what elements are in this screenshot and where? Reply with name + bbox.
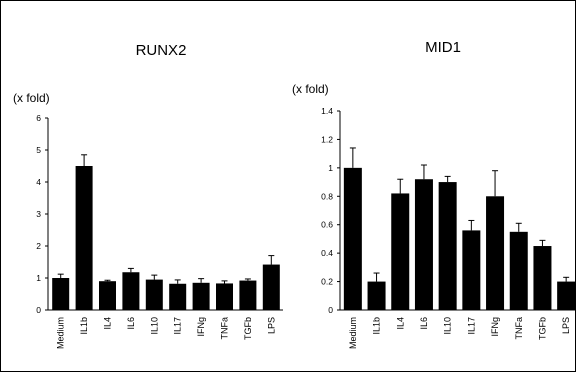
x-tick-label: Medium — [56, 317, 66, 349]
y-tick-label: 0.6 — [321, 220, 333, 230]
y-unit-label: (x fold) — [292, 82, 329, 96]
bar-il4 — [391, 193, 410, 310]
bar-medium — [343, 167, 362, 310]
x-tick-label: IL17 — [173, 317, 183, 335]
x-tick-label: LPS — [561, 317, 571, 334]
y-tick-label: 6 — [36, 113, 41, 123]
x-tick-label: TGFb — [243, 317, 253, 340]
y-tick-label: 0.8 — [321, 191, 333, 201]
bar-lps — [557, 281, 576, 310]
x-tick-label: Medium — [348, 317, 358, 349]
bar-ifng — [486, 196, 505, 310]
bar-ifng — [192, 282, 210, 310]
y-tick-label: 5 — [36, 145, 41, 155]
x-tick-label: IL4 — [103, 317, 113, 330]
y-tick-label: 0 — [328, 305, 333, 315]
x-tick-label: TNFa — [220, 317, 230, 340]
bar-il10 — [438, 182, 457, 310]
y-tick-label: 0 — [36, 305, 41, 315]
bar-il1b — [75, 166, 93, 310]
x-tick-label: IL1b — [372, 317, 382, 335]
y-tick-label: 1.2 — [321, 134, 333, 144]
chart-title: RUNX2 — [136, 42, 187, 59]
bar-il4 — [99, 281, 116, 310]
x-tick-label: IFNg — [490, 317, 500, 337]
y-tick-label: 0.2 — [321, 277, 333, 287]
x-tick-label: TGFb — [537, 317, 547, 340]
y-unit-label: (x fold) — [13, 91, 50, 105]
bar-tnfa — [509, 231, 528, 310]
x-tick-label: TNFa — [514, 317, 524, 340]
bar-tgfb — [239, 280, 257, 310]
y-tick-label: 4 — [36, 177, 41, 187]
x-tick-label: IL17 — [466, 317, 476, 335]
bar-il6 — [414, 179, 433, 310]
y-tick-label: 3 — [36, 209, 41, 219]
chart-title: MID1 — [425, 39, 461, 56]
x-tick-label: IFNg — [196, 317, 206, 337]
x-tick-label: IL6 — [419, 317, 429, 330]
bar-il10 — [145, 279, 163, 310]
bar-tgfb — [533, 246, 552, 310]
x-tick-label: IL4 — [395, 317, 405, 330]
y-tick-label: 1.4 — [321, 106, 333, 116]
y-tick-label: 2 — [36, 241, 41, 251]
x-tick-label: IL10 — [443, 317, 453, 335]
x-tick-label: IL1b — [79, 317, 89, 335]
bar-il17 — [169, 283, 187, 310]
y-tick-label: 1 — [328, 163, 333, 173]
x-tick-label: IL6 — [126, 317, 136, 330]
bar-il6 — [122, 272, 140, 310]
y-tick-label: 0.4 — [321, 248, 333, 258]
y-tick-label: 1 — [36, 273, 41, 283]
bar-il17 — [462, 230, 481, 310]
bar-medium — [52, 278, 70, 310]
bar-lps — [262, 264, 280, 310]
x-tick-label: LPS — [266, 317, 276, 334]
bar-il1b — [367, 281, 386, 310]
bar-tnfa — [216, 283, 233, 310]
x-tick-label: IL10 — [149, 317, 159, 335]
